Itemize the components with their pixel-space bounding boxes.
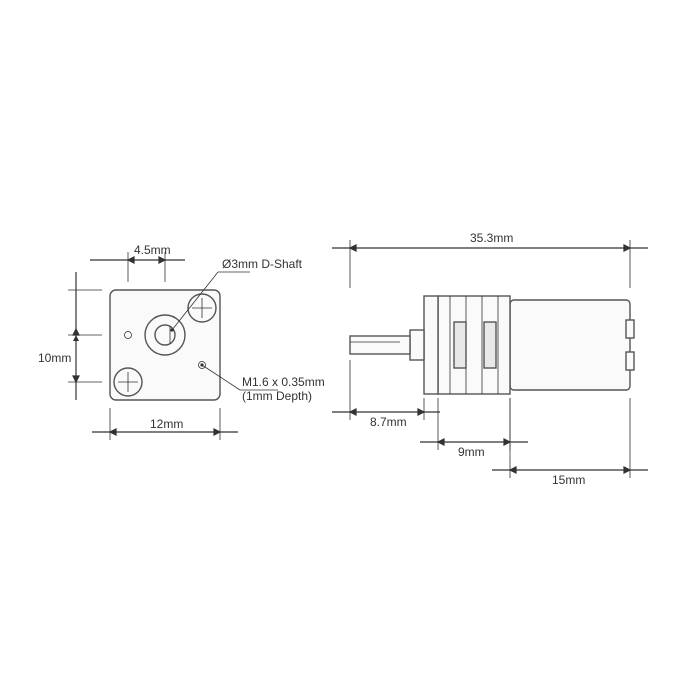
gearbox <box>438 296 510 394</box>
engineering-drawing: 4.5mm Ø3mm D-Shaft 10mm M1.6 x 0.35mm (1… <box>0 0 700 700</box>
shaft-bore <box>155 325 175 345</box>
dim-shaftlen: 8.7mm <box>370 415 407 429</box>
screw-bl <box>114 368 142 396</box>
screw-tr <box>188 294 216 322</box>
output-shaft <box>350 336 410 354</box>
dim-total: 35.3mm <box>470 231 513 245</box>
motor-body <box>510 300 630 390</box>
terminal-bot <box>626 352 634 370</box>
side-view: 35.3mm 8.7mm <box>332 231 648 487</box>
shaft-collar <box>410 330 424 360</box>
dim-width: 12mm <box>150 417 183 431</box>
front-view: 4.5mm Ø3mm D-Shaft 10mm M1.6 x 0.35mm (1… <box>38 243 325 440</box>
dim-tap2: (1mm Depth) <box>242 389 312 403</box>
dim-body: 15mm <box>552 473 585 487</box>
front-flange <box>424 296 438 394</box>
dim-height: 10mm <box>38 351 71 365</box>
dim-gearbox: 9mm <box>458 445 485 459</box>
dim-tap1: M1.6 x 0.35mm <box>242 375 325 389</box>
dim-top: 4.5mm <box>134 243 171 257</box>
dim-shaft: Ø3mm D-Shaft <box>222 257 303 271</box>
terminal-top <box>626 320 634 338</box>
